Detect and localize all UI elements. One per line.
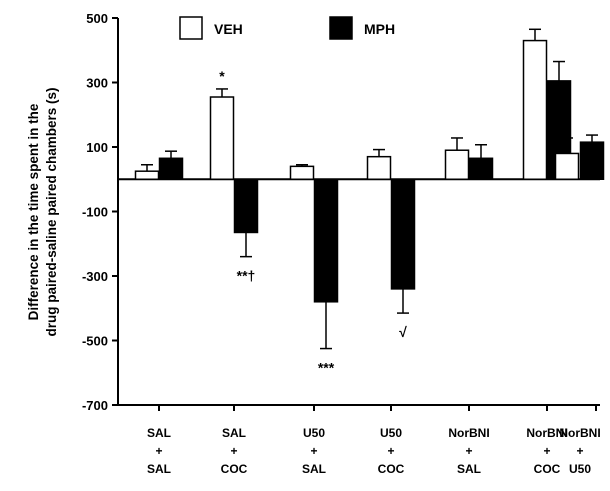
legend-label-mph: MPH — [364, 21, 395, 37]
category-label: COC — [378, 462, 405, 476]
significance-marker: **† — [237, 268, 256, 284]
category-label: SAL — [302, 462, 326, 476]
bar-mph-3 — [390, 178, 416, 290]
y-tick-label: -700 — [82, 398, 108, 413]
bar-veh-6 — [554, 152, 580, 180]
axes: 500 300 100 -100 -300 -500 -700 — [82, 11, 600, 413]
category-label: SAL — [147, 462, 171, 476]
bar-veh-0 — [134, 170, 160, 180]
bar-veh-3 — [366, 155, 392, 181]
y-tick-label: -500 — [82, 334, 108, 349]
category-label: NorBNI — [559, 426, 600, 440]
category-labels: SAL + SAL SAL + COC U50 + SAL U50 + COC NorBNI + SAL No… — [147, 426, 601, 476]
y-tick-label: -100 — [82, 205, 108, 220]
category-label: + — [576, 444, 583, 458]
category-label: NorBNI — [448, 426, 489, 440]
bar-mph-0 — [158, 157, 184, 181]
legend: VEH MPH — [179, 16, 395, 40]
category-label: + — [230, 444, 237, 458]
bars — [134, 28, 605, 350]
category-label: COC — [221, 462, 248, 476]
y-axis-label-line: drug paired-saline paired chambers (s) — [44, 87, 59, 336]
bar-veh-2 — [289, 165, 315, 181]
bar-veh-5 — [522, 39, 548, 181]
y-tick-label: 500 — [86, 11, 108, 26]
y-tick-label: -300 — [82, 269, 108, 284]
y-axis-label: Difference in the time spent in the drug … — [26, 87, 59, 336]
significance-marker: √ — [399, 324, 407, 340]
category-label: SAL — [147, 426, 171, 440]
bar-mph-1 — [233, 178, 259, 234]
category-label: + — [543, 444, 550, 458]
legend-label-veh: VEH — [214, 21, 243, 37]
legend-swatch-veh — [179, 16, 203, 40]
category-label: NorBNI — [526, 426, 567, 440]
bar-mph-6 — [579, 141, 605, 181]
category-label: U50 — [569, 462, 591, 476]
bar-mph-2 — [313, 178, 339, 303]
category-label: + — [387, 444, 394, 458]
y-tick-label: 300 — [86, 76, 108, 91]
category-label: U50 — [303, 426, 325, 440]
bar-mph-4 — [468, 157, 494, 181]
significance-marker: * — [219, 68, 225, 84]
category-label: COC — [534, 462, 561, 476]
category-label: SAL — [222, 426, 246, 440]
category-label: + — [465, 444, 472, 458]
significance-marker: *** — [318, 360, 335, 376]
legend-swatch-mph — [329, 16, 353, 40]
category-label: U50 — [380, 426, 402, 440]
y-axis-label-line: Difference in the time spent in the — [26, 103, 41, 320]
annotations: * **† *** √ — [219, 68, 407, 376]
category-label: + — [310, 444, 317, 458]
bar-veh-4 — [444, 149, 470, 181]
category-label: + — [155, 444, 162, 458]
y-tick-label: 100 — [86, 140, 108, 155]
bar-veh-1 — [209, 96, 235, 180]
category-label: SAL — [457, 462, 481, 476]
